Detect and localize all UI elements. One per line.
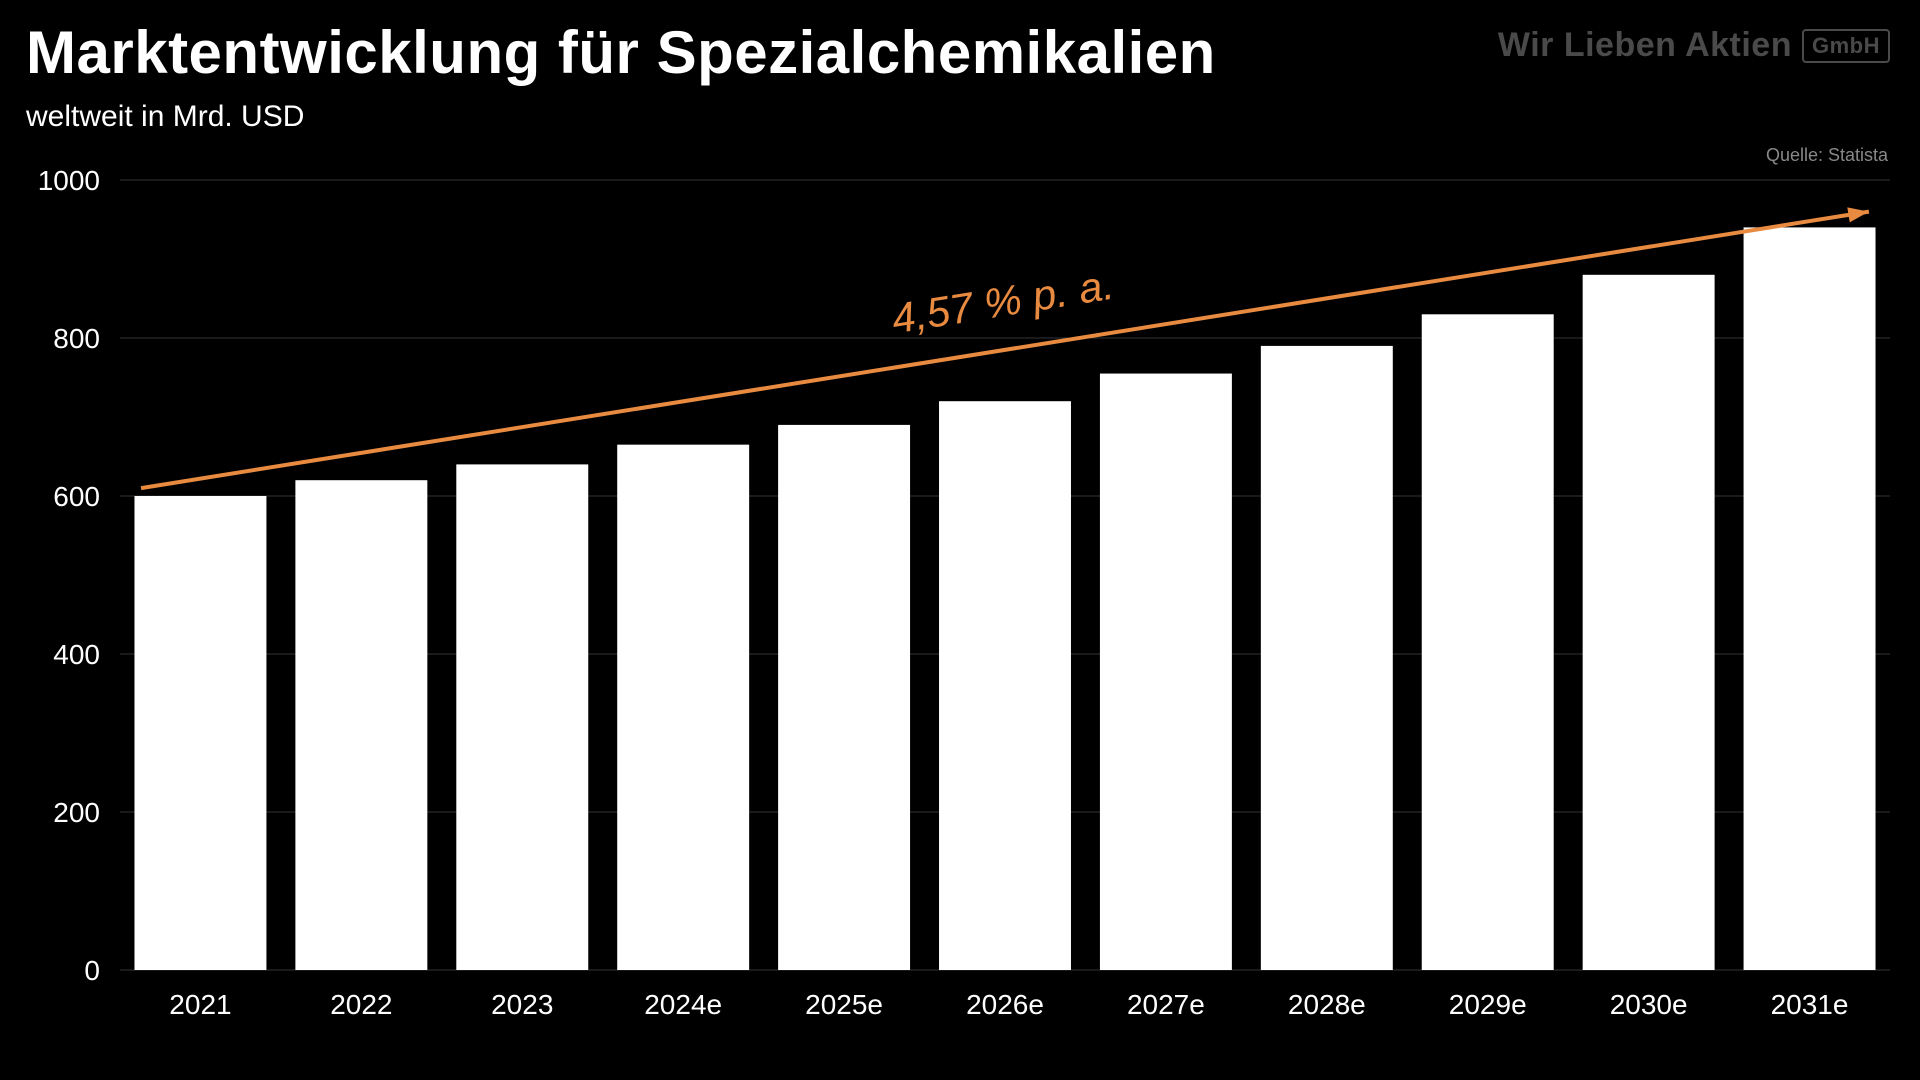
x-tick-label: 2024e [644, 989, 722, 1020]
x-tick-label: 2022 [330, 989, 392, 1020]
y-tick-label: 600 [53, 481, 100, 512]
bar [778, 425, 910, 970]
x-tick-label: 2026e [966, 989, 1044, 1020]
x-tick-label: 2021 [169, 989, 231, 1020]
trend-label: 4,57 % p. a. [888, 261, 1117, 343]
bar [1744, 227, 1876, 970]
bar [134, 496, 266, 970]
bar [1100, 374, 1232, 970]
x-tick-label: 2025e [805, 989, 883, 1020]
bar [939, 401, 1071, 970]
x-tick-label: 2030e [1610, 989, 1688, 1020]
y-tick-label: 1000 [38, 170, 100, 196]
y-tick-label: 200 [53, 797, 100, 828]
x-tick-label: 2028e [1288, 989, 1366, 1020]
x-tick-label: 2023 [491, 989, 553, 1020]
y-tick-label: 0 [84, 955, 100, 986]
trend-arrowhead [1847, 207, 1869, 222]
y-tick-label: 800 [53, 323, 100, 354]
brand-text: Wir Lieben Aktien [1498, 26, 1792, 65]
x-tick-label: 2029e [1449, 989, 1527, 1020]
chart-subtitle: weltweit in Mrd. USD [26, 100, 304, 134]
bar [617, 445, 749, 970]
source-label: Quelle: Statista [1766, 145, 1888, 166]
x-tick-label: 2031e [1771, 989, 1849, 1020]
bar [456, 464, 588, 970]
bar [1583, 275, 1715, 970]
bar-chart: 0 200 400 600 800 1000 2021 2022 2023 2024e 2025e 2… [0, 170, 1920, 1040]
chart-title: Marktentwicklung für Spezialchemikalien [26, 18, 1216, 87]
brand-box: GmbH [1802, 29, 1890, 63]
brand-watermark: Wir Lieben Aktien GmbH [1498, 26, 1890, 65]
bar [295, 480, 427, 970]
y-tick-label: 400 [53, 639, 100, 670]
x-tick-label: 2027e [1127, 989, 1205, 1020]
bar [1261, 346, 1393, 970]
bar [1422, 314, 1554, 970]
